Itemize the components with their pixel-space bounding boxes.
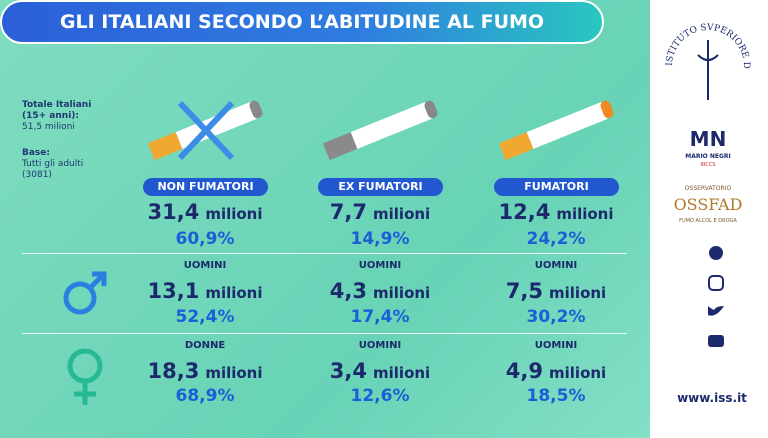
- male-symbol: [63, 271, 107, 315]
- percent: 17,4%: [350, 307, 410, 327]
- iss-logo-text: ISTITUTO SVPERIORE DI SANITÀ: [650, 0, 751, 69]
- value: 12,4: [498, 200, 551, 224]
- column-header: EX FUMATORI: [318, 178, 443, 196]
- icons: [63, 100, 614, 405]
- value-line: 3,4 milioni: [330, 359, 430, 383]
- divider: [22, 253, 627, 254]
- percent: 18,5%: [526, 386, 586, 406]
- value: 7,5: [505, 279, 544, 303]
- value-line: 12,4 milioni: [498, 200, 613, 224]
- value: 4,3: [329, 279, 368, 303]
- unit: milioni: [373, 364, 431, 382]
- youtube-icon[interactable]: [708, 335, 724, 347]
- column-header: FUMATORI: [494, 178, 619, 196]
- logo-text: OSSFAD: [674, 195, 743, 214]
- row-label: UOMINI: [358, 340, 402, 351]
- note-base: Base: Tutti gli adulti (3081): [22, 148, 83, 181]
- value-line: 4,3 milioni: [330, 279, 430, 303]
- percent: 60,9%: [175, 229, 235, 249]
- unit: milioni: [205, 284, 263, 302]
- value-line: 13,1 milioni: [147, 279, 262, 303]
- website-link[interactable]: www.iss.it: [677, 391, 747, 405]
- logo-text: MARIO NEGRI: [685, 153, 731, 160]
- divider: [22, 333, 627, 334]
- value: 4,9: [505, 359, 544, 383]
- percent: 14,9%: [350, 229, 410, 249]
- row-label: DONNE: [184, 340, 226, 351]
- value-line: 4,9 milioni: [506, 359, 606, 383]
- logos: ISTITUTO SVPERIORE DI SANITÀ MN MARIO NE…: [650, 0, 751, 405]
- value: 31,4: [147, 200, 200, 224]
- sidebar: ISTITUTO SVPERIORE DI SANITÀ MN MARIO NE…: [650, 0, 768, 438]
- note-line: (15+ anni):: [22, 111, 79, 121]
- cigarette: [498, 100, 614, 161]
- row-label: UOMINI: [534, 260, 578, 271]
- svg-text:MN: MN: [690, 127, 727, 151]
- iss-logo-path: ISTITUTO SVPERIORE DI SANITÀ: [650, 0, 751, 69]
- unit: milioni: [556, 205, 614, 223]
- value: 7,7: [329, 200, 368, 224]
- value-line: 18,3 milioni: [147, 359, 262, 383]
- unit: milioni: [549, 284, 607, 302]
- percent: 12,6%: [350, 386, 410, 406]
- value: 13,1: [147, 279, 200, 303]
- note-total: Totale Italiani (15+ anni): 51,5 milioni: [22, 100, 91, 133]
- unit: milioni: [373, 284, 431, 302]
- value-line: 7,7 milioni: [330, 200, 430, 224]
- percent: 68,9%: [175, 386, 235, 406]
- unit: milioni: [549, 364, 607, 382]
- row-label: UOMINI: [183, 260, 227, 271]
- note-line: 51,5 milioni: [22, 122, 75, 132]
- percent: 30,2%: [526, 307, 586, 327]
- title-bar: GLI ITALIANI SECONDO L’ABITUDINE AL FUMO: [0, 0, 604, 44]
- cigarette: [322, 100, 438, 161]
- unit: milioni: [205, 205, 263, 223]
- logo-text: FUMO ALCOL E DROGA: [679, 218, 737, 224]
- value-line: 7,5 milioni: [506, 279, 606, 303]
- note-line: (3081): [22, 170, 52, 180]
- percent: 52,4%: [175, 307, 235, 327]
- twitter-icon[interactable]: [708, 306, 724, 316]
- note-line: Tutti gli adulti: [22, 159, 84, 169]
- column-header: NON FUMATORI: [143, 178, 268, 196]
- value: 3,4: [329, 359, 368, 383]
- cross: [177, 100, 235, 161]
- instagram-icon[interactable]: [708, 275, 724, 291]
- row-label: UOMINI: [534, 340, 578, 351]
- female-symbol: [67, 348, 103, 405]
- note-line: Base:: [22, 148, 50, 158]
- facebook-icon[interactable]: [709, 246, 723, 260]
- row-label: UOMINI: [358, 260, 402, 271]
- unit: milioni: [205, 364, 263, 382]
- unit: milioni: [373, 205, 431, 223]
- logo-text: IRCCS: [701, 162, 716, 168]
- value-line: 31,4 milioni: [147, 200, 262, 224]
- value: 18,3: [147, 359, 200, 383]
- percent: 24,2%: [526, 229, 586, 249]
- logo-text: OSSERVATORIO: [685, 185, 732, 192]
- note-line: Totale Italiani: [22, 100, 92, 110]
